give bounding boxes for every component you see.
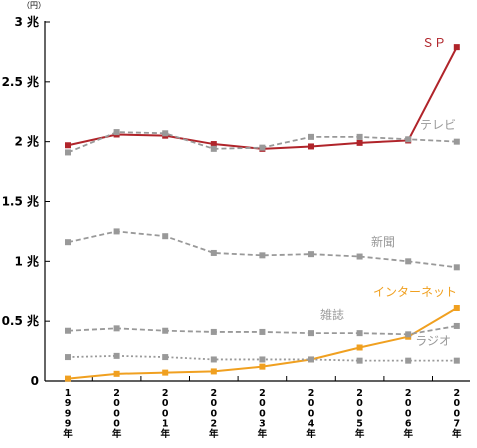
data-point bbox=[453, 357, 460, 364]
data-point bbox=[210, 328, 217, 335]
data-point bbox=[259, 363, 266, 370]
data-point bbox=[210, 141, 217, 148]
data-point bbox=[162, 130, 169, 137]
data-point bbox=[162, 233, 169, 240]
data-point bbox=[259, 252, 266, 259]
data-point bbox=[259, 144, 266, 151]
data-point bbox=[162, 327, 169, 334]
series-1 bbox=[65, 129, 460, 156]
y-axis: 0 0.5 兆 1 兆 1.5 兆 2 兆 2.5 兆 3 兆 bbox=[2, 14, 50, 388]
series-label: 新聞 bbox=[371, 234, 395, 249]
series-line bbox=[67, 230, 457, 269]
data-point bbox=[356, 344, 363, 351]
data-point bbox=[405, 331, 412, 338]
data-point bbox=[65, 354, 71, 361]
y-tick-label: 0.5 兆 bbox=[2, 313, 39, 328]
series-label: 雑誌 bbox=[320, 307, 344, 322]
series-4 bbox=[65, 322, 460, 338]
data-point bbox=[210, 249, 217, 256]
data-point bbox=[113, 325, 120, 332]
series-label: ラジオ bbox=[415, 334, 451, 348]
x-axis: 1 9 9 9 年 2 0 0 0 年 2 0 0 1 年 2 0 0 2 年 2 0 0 3 年 2 0 0 4 年 2 0 0 5 年 2 0 0 6 年… bbox=[45, 376, 470, 440]
data-point bbox=[405, 357, 412, 364]
series-label: インターネット bbox=[373, 285, 457, 299]
unit-label: （円） bbox=[22, 1, 46, 10]
data-point bbox=[453, 138, 460, 145]
data-point bbox=[356, 133, 363, 140]
data-point bbox=[453, 305, 460, 312]
data-point bbox=[356, 139, 363, 146]
data-point bbox=[356, 253, 363, 260]
data-point bbox=[113, 370, 120, 377]
data-point bbox=[308, 330, 314, 337]
data-point bbox=[259, 356, 266, 363]
data-point bbox=[113, 352, 120, 359]
data-point bbox=[162, 354, 169, 361]
plot-area bbox=[65, 44, 460, 382]
series-label: ＳＰ bbox=[422, 36, 446, 50]
data-point bbox=[210, 145, 217, 152]
data-point bbox=[308, 251, 314, 258]
data-point bbox=[65, 149, 71, 156]
y-tick-label: 2 兆 bbox=[14, 134, 39, 149]
data-point bbox=[308, 143, 314, 150]
data-point bbox=[162, 369, 169, 376]
y-tick-label: 1.5 兆 bbox=[2, 193, 39, 208]
data-point bbox=[453, 322, 460, 329]
y-tick-label: 0 bbox=[31, 374, 39, 388]
data-point bbox=[405, 136, 412, 143]
data-point bbox=[65, 375, 71, 382]
data-point bbox=[65, 327, 71, 334]
data-point bbox=[113, 129, 120, 136]
series-3 bbox=[65, 305, 460, 382]
data-point bbox=[210, 368, 217, 375]
data-point bbox=[356, 330, 363, 337]
data-point bbox=[453, 44, 460, 51]
data-point bbox=[65, 239, 71, 246]
series-5 bbox=[65, 352, 460, 364]
series-label: テレビ bbox=[420, 118, 456, 132]
series-line bbox=[67, 46, 458, 150]
series-2 bbox=[65, 228, 460, 271]
data-point bbox=[453, 264, 460, 271]
data-point bbox=[405, 258, 412, 265]
data-point bbox=[210, 356, 217, 363]
y-tick-label: 2.5 兆 bbox=[2, 74, 39, 89]
data-point bbox=[65, 142, 71, 149]
data-point bbox=[308, 356, 314, 363]
data-point bbox=[113, 228, 120, 235]
data-point bbox=[259, 328, 266, 335]
series-0 bbox=[65, 44, 460, 152]
y-tick-label: 1 兆 bbox=[14, 253, 39, 268]
y-tick-label: 3 兆 bbox=[14, 14, 39, 29]
data-point bbox=[308, 133, 314, 140]
data-point bbox=[356, 357, 363, 364]
